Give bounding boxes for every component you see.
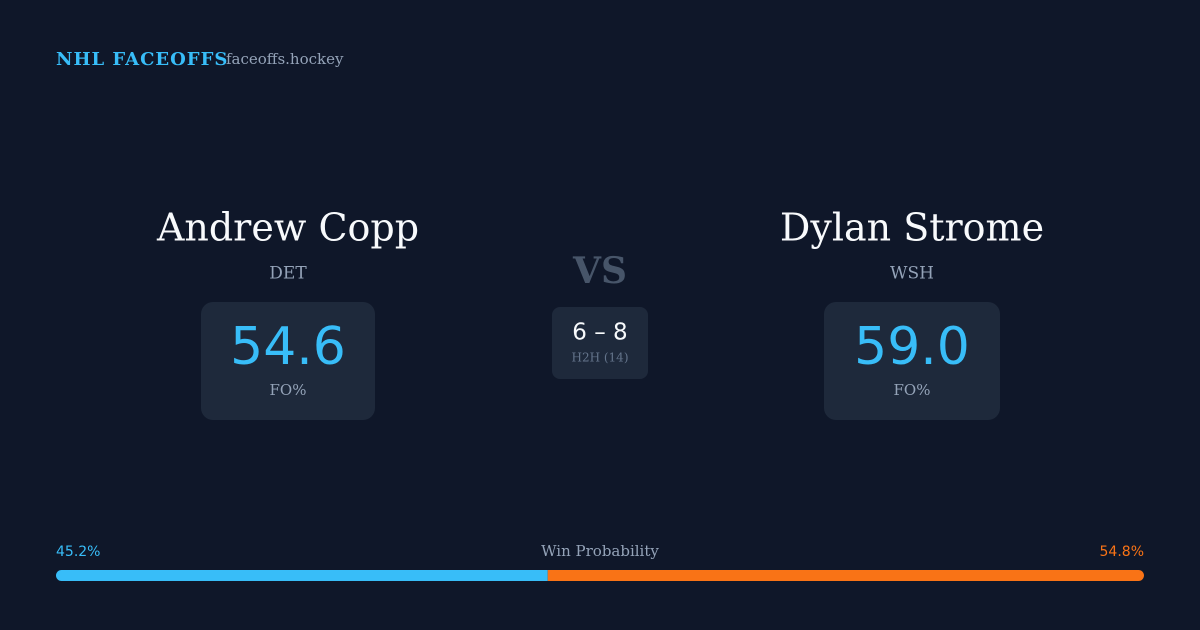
versus: VS — [572, 250, 627, 292]
stat-label: FO% — [894, 381, 931, 399]
stat-value: 54.6 — [230, 317, 346, 377]
player-name: Dylan Strome — [780, 206, 1044, 250]
brand-site: faceoffs.hockey — [226, 50, 344, 68]
probability-bar — [56, 570, 1144, 581]
player-team: WSH — [890, 264, 934, 284]
player-name: Andrew Copp — [156, 206, 419, 250]
stat-value: 59.0 — [854, 317, 970, 377]
probability-label: 54.8% — [1100, 544, 1144, 560]
brand-title: NHL FACEOFFS — [56, 49, 228, 70]
probability-title: Win Probability — [541, 542, 659, 560]
probability-segment — [547, 570, 1144, 581]
stat-box — [824, 302, 1000, 420]
stat-label: FO% — [270, 381, 307, 399]
h2h-label: H2H (14) — [571, 351, 628, 365]
h2h-record: 6 – 8 — [572, 320, 627, 346]
probability-segment — [56, 570, 548, 581]
h2h-box — [552, 307, 648, 379]
probability-label: 45.2% — [56, 544, 100, 560]
player-team: DET — [269, 264, 307, 284]
stat-box — [201, 302, 375, 420]
